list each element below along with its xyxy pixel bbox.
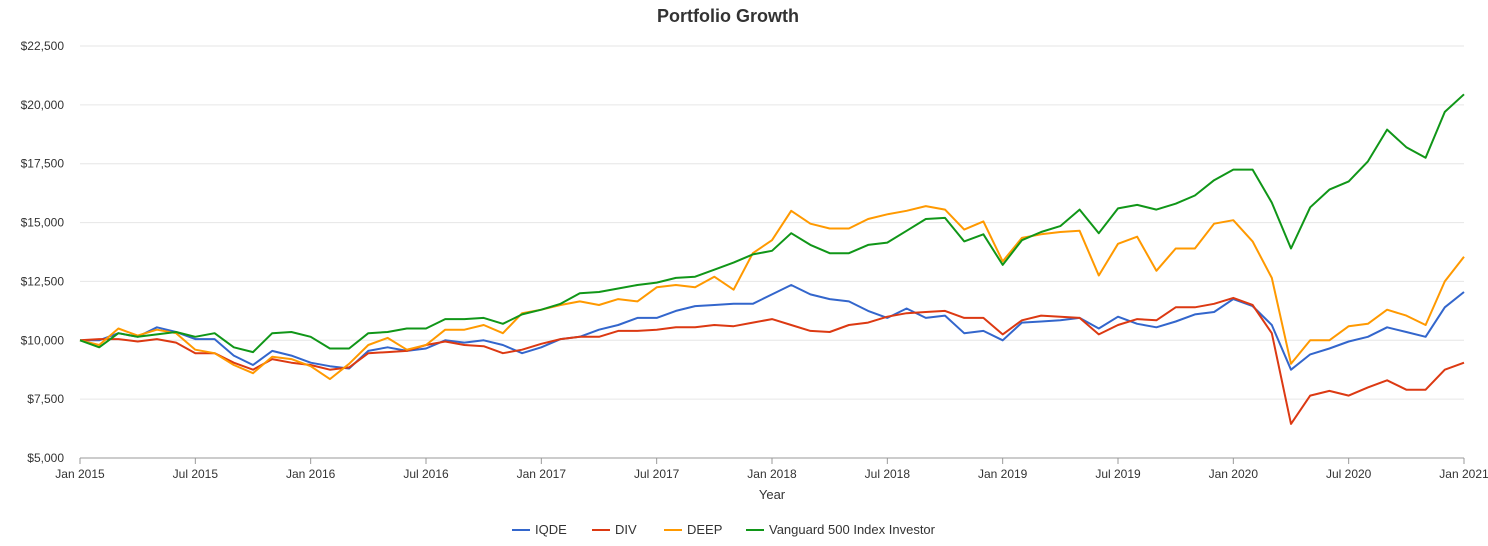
y-tick-label: $15,000	[21, 216, 65, 230]
legend-label: DIV	[615, 522, 637, 537]
x-tick-label: Jan 2017	[517, 467, 567, 481]
legend-item-iqde[interactable]: IQDE	[512, 522, 567, 537]
y-tick-label: $20,000	[21, 98, 65, 112]
legend-item-vanguard-500-index-investor[interactable]: Vanguard 500 Index Investor	[746, 522, 936, 537]
grid-layer	[80, 45, 1464, 459]
y-tick-label: $17,500	[21, 157, 65, 171]
x-tick-label: Jan 2015	[55, 467, 105, 481]
x-tick-label: Jul 2016	[403, 467, 449, 481]
y-tick-label: $5,000	[27, 451, 64, 465]
chart-title: Portfolio Growth	[657, 6, 799, 26]
series-line-iqde	[80, 284, 1465, 371]
y-tick-label: $10,000	[21, 333, 65, 347]
x-tick-label: Jan 2021	[1439, 467, 1488, 481]
legend-label: IQDE	[535, 522, 567, 537]
x-tick-label: Jul 2017	[634, 467, 680, 481]
legend-label: Vanguard 500 Index Investor	[769, 522, 936, 537]
x-tick-label: Jul 2018	[865, 467, 911, 481]
y-tick-label: $22,500	[21, 39, 65, 53]
x-tick-label: Jan 2018	[747, 467, 797, 481]
y-tick-label: $12,500	[21, 274, 65, 288]
y-tick-label: $7,500	[27, 392, 64, 406]
legend-item-deep[interactable]: DEEP	[664, 522, 722, 537]
x-tick-label: Jul 2015	[173, 467, 219, 481]
series-line-div	[79, 296, 1465, 425]
series-line-deep	[79, 205, 1465, 381]
x-axis-title: Year	[759, 487, 786, 502]
x-tick-label: Jan 2019	[978, 467, 1028, 481]
x-tick-label: Jul 2019	[1095, 467, 1141, 481]
series-line-vanguard-500-index-investor	[79, 93, 1465, 354]
x-axis: Jan 2015 Jul 2015 Jan 2016 Jul 2016 Jan 2017…	[55, 458, 1488, 481]
legend-label: DEEP	[687, 522, 722, 537]
x-tick-label: Jul 2020	[1326, 467, 1372, 481]
x-tick-label: Jan 2020	[1209, 467, 1259, 481]
x-tick-label: Jan 2016	[286, 467, 336, 481]
legend-item-div[interactable]: DIV	[592, 522, 637, 537]
y-axis: $5,000 $7,500 $10,000 $12,500 $15,000 $17,500…	[21, 39, 65, 465]
series-layer	[79, 93, 1465, 425]
legend[interactable]: IQDE DIV DEEP Vanguard 500 Index Investor	[512, 522, 936, 537]
